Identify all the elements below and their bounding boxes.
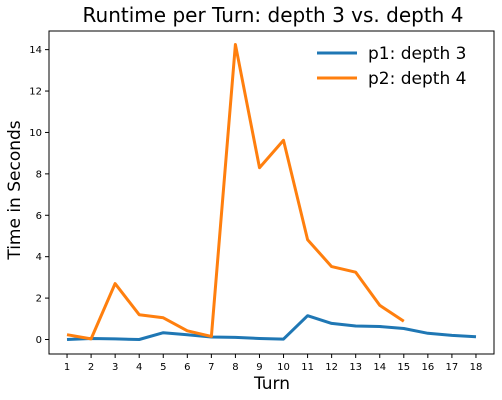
x-tick-label: 8 [232, 362, 238, 373]
plot-frame [48, 30, 495, 355]
x-tick-label: 5 [160, 362, 166, 373]
x-tick-label: 6 [184, 362, 190, 373]
x-tick-label: 2 [88, 362, 94, 373]
y-tick-label: 8 [36, 169, 42, 180]
x-tick-label: 9 [256, 362, 262, 373]
y-tick-label: 4 [36, 252, 42, 263]
x-tick-label: 15 [397, 362, 410, 373]
y-tick-label: 12 [29, 87, 42, 98]
chart-title: Runtime per Turn: depth 3 vs. depth 4 [83, 3, 464, 27]
x-tick-label: 1 [64, 362, 70, 373]
x-tick-label: 4 [136, 362, 142, 373]
y-axis-label: Time in Seconds [5, 120, 25, 260]
y-tick-label: 0 [36, 335, 42, 346]
legend: p1: depth 3 p2: depth 4 [317, 44, 466, 89]
x-tick-label: 3 [112, 362, 118, 373]
series-line-2 [66, 43, 405, 341]
x-tick-label: 7 [208, 362, 214, 373]
y-tick-label: 14 [29, 45, 42, 56]
x-tick-label: 18 [470, 362, 483, 373]
x-tick-label: 13 [349, 362, 362, 373]
y-tick-label: 10 [29, 128, 42, 139]
legend-label-1: p1: depth 3 [368, 44, 466, 64]
x-tick-label: 11 [301, 362, 314, 373]
x-tick-label: 10 [277, 362, 290, 373]
x-axis-label: Turn [253, 374, 290, 394]
y-tick-label: 6 [36, 211, 42, 222]
x-tick-label: 17 [446, 362, 459, 373]
x-tick-label: 14 [373, 362, 386, 373]
y-tick-label: 2 [36, 294, 42, 305]
series-lines [66, 43, 477, 341]
x-tick-label: 16 [421, 362, 434, 373]
legend-label-2: p2: depth 4 [368, 69, 466, 89]
x-tick-label: 12 [325, 362, 338, 373]
series-line-1 [66, 314, 477, 341]
